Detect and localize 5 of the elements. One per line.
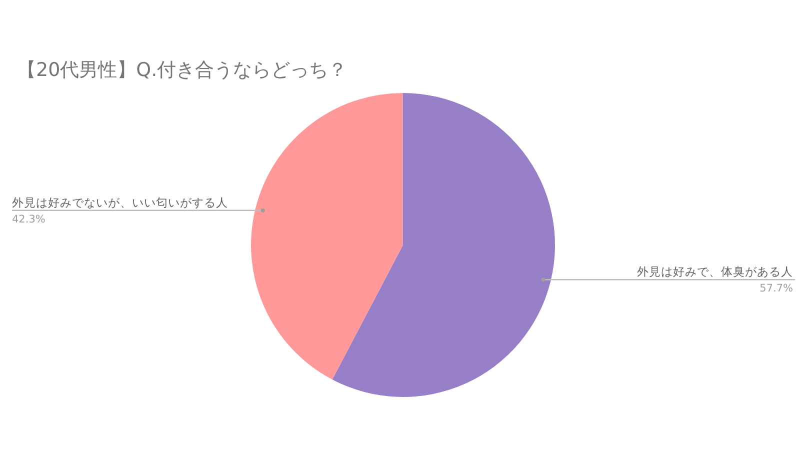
data-label: 42.3%: [12, 213, 46, 226]
slice-label: 外見は好みで、体臭がある人: [637, 264, 793, 279]
slice-label: 外見は好みでないが、いい匂いがする人: [12, 195, 228, 210]
title: 【20代男性】Q.付き合うならどっち？: [17, 59, 348, 81]
data-label: 57.7%: [760, 282, 794, 295]
